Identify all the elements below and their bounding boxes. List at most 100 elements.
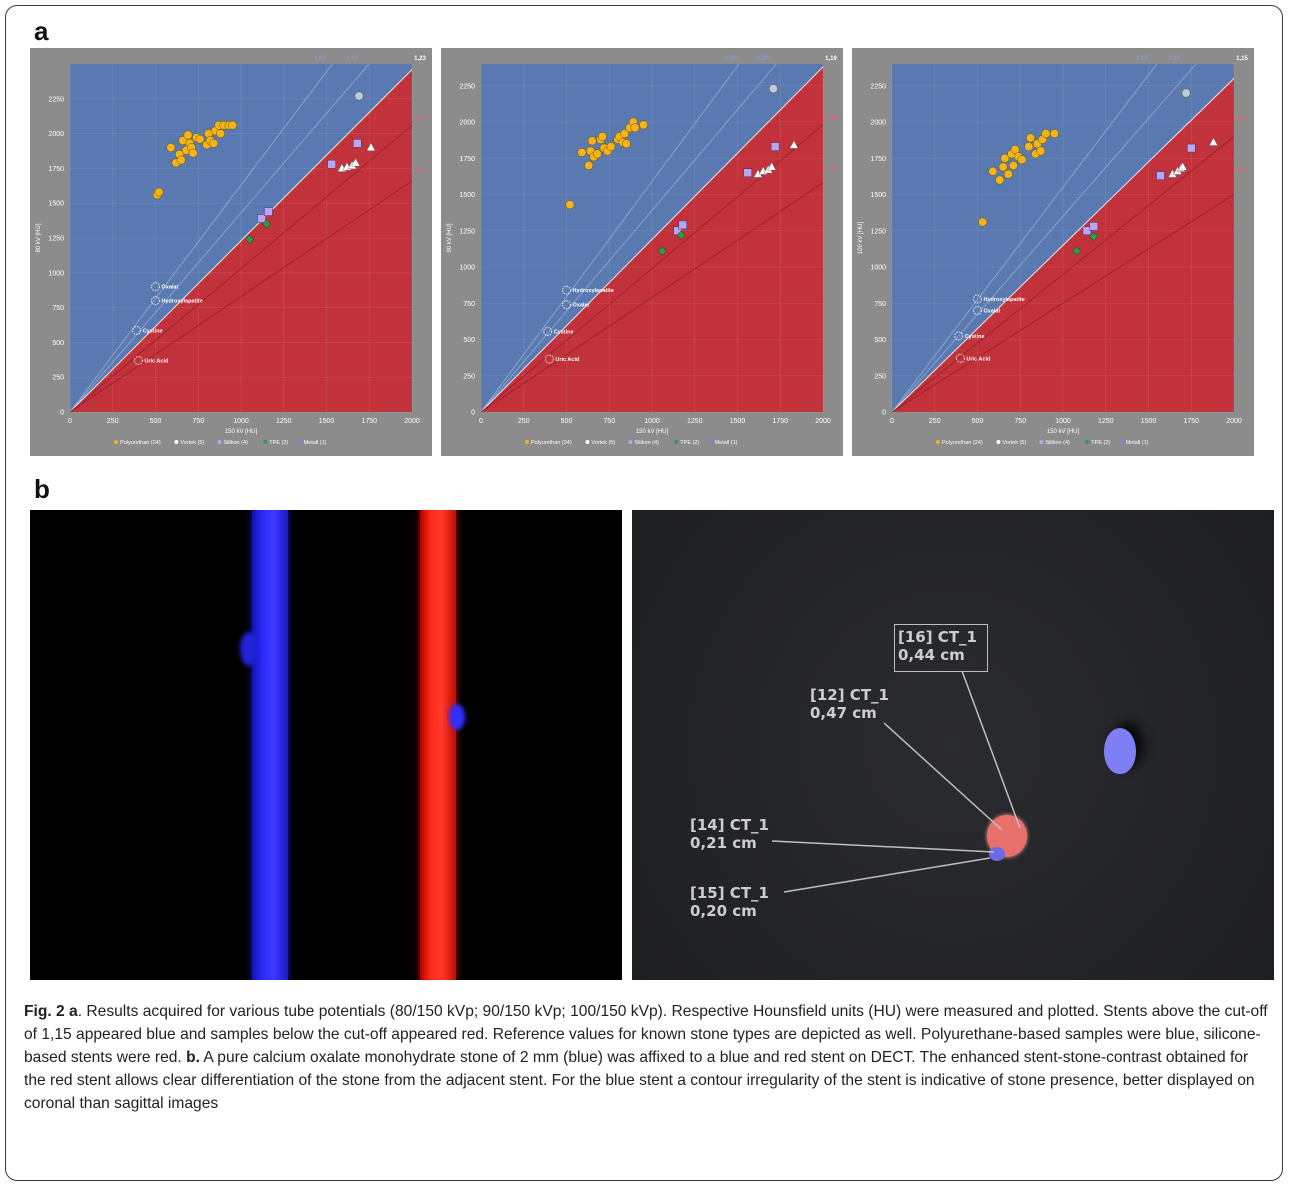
x-tick-label: 1000 <box>233 418 249 425</box>
legend-swatch <box>1119 440 1124 444</box>
data-point <box>166 143 176 152</box>
legend-swatch <box>217 440 222 444</box>
data-point <box>678 220 688 230</box>
data-point <box>1187 143 1196 153</box>
x-tick-label: 2000 <box>815 418 831 425</box>
cutoff-label-top: 1,55 <box>1136 56 1148 62</box>
ct-annotation-14-id: [14] CT_1 <box>690 816 769 834</box>
legend-label: Vortek (5) <box>591 440 615 446</box>
ct-image: [16] CT_1 0,44 cm [12] CT_1 0,47 cm [14] C… <box>632 510 1274 980</box>
ct-annotation-15-value: 0,20 cm <box>690 902 757 920</box>
legend-swatch <box>585 440 590 444</box>
legend-label: Metall (1) <box>1126 440 1149 446</box>
data-point <box>1082 226 1092 235</box>
legend-label: Metall (1) <box>304 440 327 446</box>
y-tick-label: 750 <box>52 305 64 312</box>
reference-point <box>133 356 143 365</box>
y-tick-label: 1500 <box>459 192 475 199</box>
chart-90kv: 0 250 500 750 1000 1250 1500 1750 2000 0 250 500 750… <box>441 48 843 456</box>
cutoff-line <box>892 64 1197 412</box>
data-point <box>354 91 364 101</box>
y-tick-label: 250 <box>463 373 475 380</box>
y-tick-label: 2000 <box>459 120 475 127</box>
x-tick-label: 500 <box>972 418 984 425</box>
data-point <box>988 166 998 176</box>
legend-swatch <box>525 440 529 444</box>
ct-blue-stone <box>1104 728 1136 774</box>
reference-point <box>544 354 554 364</box>
reference-label: Hydroxylapatite <box>162 299 203 305</box>
x-tick-label: 250 <box>107 418 119 425</box>
x-tick-label: 1750 <box>1183 418 1199 425</box>
chart-svg-90kv: 0 250 500 750 1000 1250 1500 1750 2000 0 250 500 750… <box>447 56 837 446</box>
data-point <box>1036 146 1046 156</box>
data-point <box>743 168 753 177</box>
y-tick-label: 0 <box>882 410 886 417</box>
data-point <box>1041 129 1051 139</box>
data-point <box>1089 231 1099 242</box>
legend-label: Polyurethan (24) <box>531 440 572 446</box>
data-point <box>768 84 778 94</box>
legend-label: Vortek (5) <box>180 440 204 446</box>
data-point <box>630 123 640 133</box>
cutoff-lines <box>70 64 412 412</box>
data-point <box>351 157 361 167</box>
reference-point <box>973 306 982 315</box>
x-tick-label: 1750 <box>772 418 788 425</box>
reference-label: Uric Acid <box>555 357 579 363</box>
cutoff-label-top: 1,19 <box>825 56 837 62</box>
data-point <box>353 139 362 148</box>
data-point <box>183 130 193 140</box>
x-tick-label: 1750 <box>361 418 377 425</box>
reference-label: Oxalat <box>162 285 179 291</box>
blue-stent <box>252 510 288 980</box>
data-point <box>767 162 777 171</box>
legend-swatch <box>674 440 679 444</box>
data-point <box>770 142 780 151</box>
y-tick-label: 750 <box>463 301 475 308</box>
reference-label: Hydroxylapatite <box>573 288 614 294</box>
cutoff-label-top: 1,63 <box>314 56 326 62</box>
cutoff-label-side: 0,75 <box>1236 168 1248 174</box>
data-point <box>621 139 631 149</box>
data-point <box>1024 142 1034 152</box>
data-point <box>327 159 336 169</box>
reference-label: Cystine <box>554 330 574 336</box>
data-point <box>978 217 988 227</box>
y-tick-label: 2250 <box>870 83 886 90</box>
data-point <box>244 234 255 244</box>
data-point <box>789 140 799 149</box>
ct-annotation-12: [12] CT_1 0,47 cm <box>810 686 889 722</box>
cutoff-label-side: 1,03 <box>414 116 426 122</box>
cutoff-line <box>892 135 1234 412</box>
x-tick-label: 1250 <box>276 418 292 425</box>
cutoff-line <box>70 124 412 412</box>
cutoff-line <box>70 64 333 412</box>
x-tick-label: 750 <box>1014 418 1026 425</box>
legend-label: Polyurethan (24) <box>120 440 161 446</box>
cutoff-label-top: 1,39 <box>757 56 769 62</box>
legend-swatch <box>708 440 713 444</box>
y-tick-label: 1250 <box>459 228 475 235</box>
reference-label: Uric Acid <box>966 356 990 362</box>
y-tick-label: 1000 <box>870 265 886 272</box>
ct-small-blue-stone <box>989 847 1005 861</box>
chart-legend: Polyurethan (24) Vortek (5) Silikon (4) TPE… <box>114 440 327 446</box>
x-tick-label: 2000 <box>1226 418 1242 425</box>
ct-annotation-12-id: [12] CT_1 <box>810 686 889 704</box>
cutoff-line <box>70 68 412 412</box>
data-point <box>587 136 597 146</box>
cutoff-line <box>481 124 823 412</box>
chart-svg-100kv: 0 250 500 750 1000 1250 1500 1750 2000 0 250 500 750… <box>858 56 1248 446</box>
ct-annotation-16-value: 0,44 cm <box>898 646 965 664</box>
y-tick-label: 750 <box>874 301 886 308</box>
reference-point <box>973 294 982 304</box>
reference-label: Oxalat <box>573 303 590 309</box>
caption-text-a: . Results acquired for various tube pote… <box>24 1003 1268 1066</box>
y-tick-label: 500 <box>874 337 886 344</box>
cutoff-label-top: 1,35 <box>1168 56 1180 62</box>
cutoff-line <box>481 64 740 412</box>
cutoff-label-side: 0,79 <box>825 168 837 174</box>
stone-on-red-stent <box>449 704 465 730</box>
y-tick-label: 0 <box>471 410 475 417</box>
